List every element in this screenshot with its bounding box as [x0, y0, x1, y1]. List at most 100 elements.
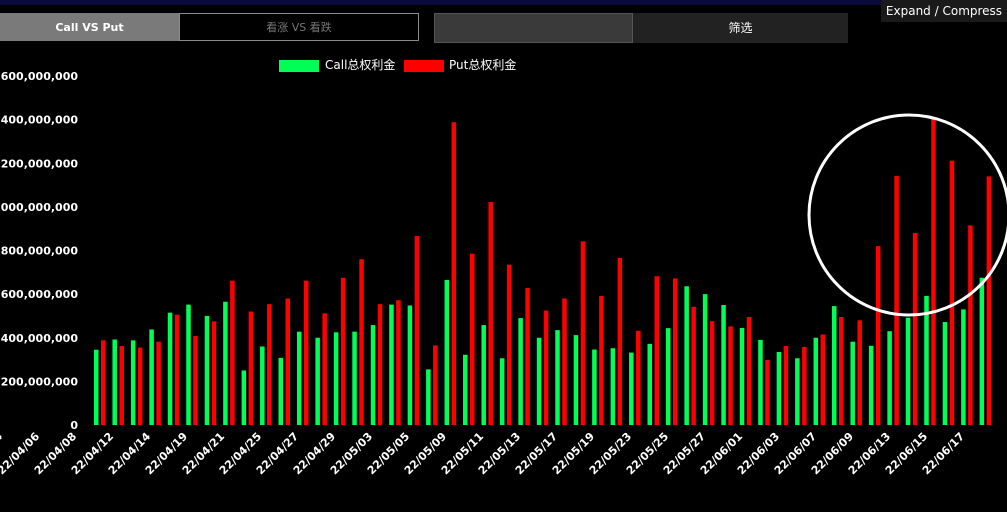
- bar-put: [986, 176, 992, 425]
- y-tick-label: 200,000,000: [1, 375, 79, 388]
- bar-put: [820, 334, 826, 425]
- bar-call: [223, 301, 228, 425]
- bar-put: [101, 340, 106, 425]
- bar-call: [260, 346, 265, 425]
- bar-call: [370, 325, 376, 425]
- legend-label-put: Put总权利金: [449, 57, 516, 72]
- bar-put: [488, 202, 493, 425]
- bar-put: [672, 278, 678, 425]
- bar-put: [875, 246, 881, 425]
- bar-call: [795, 358, 800, 425]
- bar-put: [709, 321, 715, 425]
- bar-call: [868, 345, 874, 425]
- bar-call: [315, 337, 320, 425]
- bar-put: [912, 233, 918, 425]
- y-tick-label: 1,400,000,000: [0, 114, 78, 127]
- x-axis: 22/04/0422/04/0622/04/0822/04/1222/04/14…: [0, 430, 967, 478]
- bar-put: [322, 313, 327, 425]
- y-tick-label: 1,200,000,000: [0, 157, 78, 170]
- bar-put: [580, 241, 586, 425]
- bar-put: [396, 300, 401, 425]
- bar-put: [230, 280, 235, 425]
- expand-compress-button[interactable]: Expand / Compress: [881, 0, 1007, 22]
- bar-call: [481, 325, 486, 425]
- bar-call: [776, 351, 782, 425]
- bar-call: [333, 332, 339, 425]
- y-tick-label: 600,000,000: [1, 288, 79, 301]
- filter-input[interactable]: [434, 13, 633, 43]
- chart-legend: Call总权利金 Put总权利金: [279, 57, 516, 72]
- bar-put: [377, 304, 383, 425]
- bar-put: [433, 345, 438, 425]
- legend-swatch-put: [404, 60, 444, 72]
- bar-call: [721, 305, 726, 425]
- bar-put: [211, 321, 217, 425]
- bars-group: [94, 117, 992, 426]
- bar-put: [783, 346, 789, 425]
- bar-put: [654, 276, 659, 425]
- bar-put: [931, 117, 936, 425]
- bar-put: [119, 346, 124, 425]
- bar-call: [352, 331, 357, 425]
- y-tick-label: 1,000,000,000: [0, 201, 78, 214]
- bar-call: [130, 340, 136, 425]
- y-tick-label: 0: [70, 419, 78, 432]
- bar-put: [340, 277, 346, 425]
- bar-call: [850, 341, 855, 425]
- filter-bar: 筛选: [434, 13, 848, 43]
- bar-put: [562, 298, 567, 425]
- bar-put: [267, 304, 272, 425]
- bar-put: [839, 317, 844, 425]
- tab-bullish-vs-bearish[interactable]: 看涨 VS 看跌: [179, 13, 419, 41]
- tab-call-vs-put[interactable]: Call VS Put: [0, 13, 179, 41]
- bar-call: [278, 357, 283, 425]
- y-tick-label: 1,600,000,000: [0, 70, 78, 83]
- bar-call: [702, 294, 708, 426]
- bar-call: [979, 277, 985, 425]
- legend-label-call: Call总权利金: [325, 57, 395, 72]
- bar-call: [518, 318, 523, 425]
- bar-put: [691, 306, 696, 425]
- bar-call: [924, 295, 929, 425]
- filter-button[interactable]: 筛选: [633, 13, 848, 43]
- bar-call: [204, 315, 210, 425]
- bar-put: [248, 311, 254, 425]
- bar-put: [599, 295, 604, 425]
- bar-put: [636, 330, 641, 425]
- bar-call: [167, 312, 173, 425]
- bar-put: [470, 253, 475, 425]
- bar-put: [303, 280, 309, 425]
- bar-put: [746, 317, 752, 425]
- bar-put: [802, 346, 807, 425]
- bar-call: [592, 349, 597, 425]
- bar-call: [444, 279, 450, 425]
- bar-put: [285, 298, 290, 425]
- bar-put: [193, 336, 198, 425]
- y-tick-label: 400,000,000: [1, 332, 79, 345]
- bar-call: [758, 339, 763, 425]
- bar-put: [414, 236, 420, 425]
- bar-put: [156, 341, 161, 425]
- bar-put: [617, 257, 623, 425]
- bar-call: [149, 329, 154, 425]
- bar-call: [555, 330, 560, 425]
- bar-call: [112, 339, 117, 425]
- highlight-circle: [807, 113, 1007, 317]
- bar-put: [728, 326, 733, 425]
- bar-call: [536, 337, 542, 425]
- bar-call: [832, 306, 837, 425]
- bar-put: [968, 225, 973, 425]
- bar-put: [949, 160, 955, 425]
- bar-put: [543, 310, 549, 425]
- bar-call: [407, 305, 413, 425]
- bar-put: [506, 264, 512, 425]
- bar-put: [857, 320, 862, 425]
- bar-put: [137, 347, 143, 425]
- bar-call: [665, 328, 671, 425]
- y-axis: 0 200,000,000 400,000,000 600,000,000 800,00…: [0, 70, 78, 432]
- bar-call: [887, 331, 892, 425]
- bar-call: [241, 370, 247, 425]
- top-border: [0, 0, 1007, 5]
- bar-call: [426, 369, 431, 425]
